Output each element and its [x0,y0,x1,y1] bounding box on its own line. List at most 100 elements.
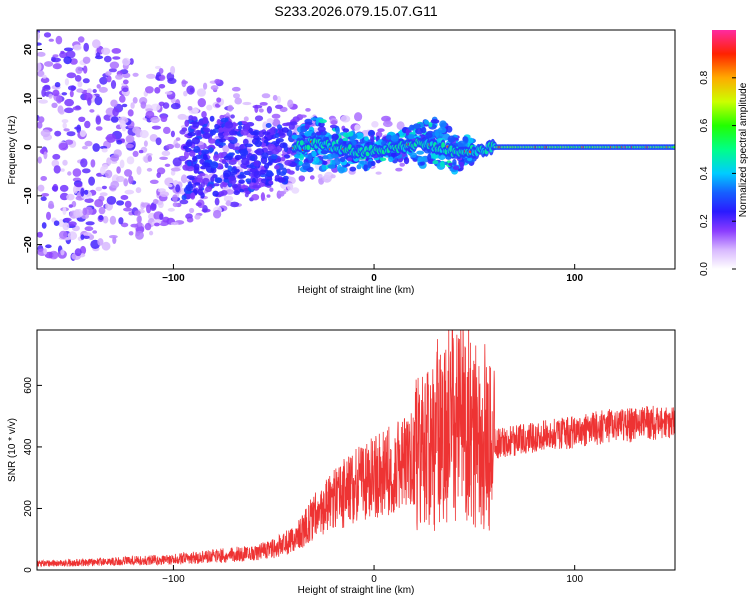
spectrogram-cell [298,160,304,166]
spectrogram-cell [252,104,263,109]
spectrogram-cell [201,162,211,167]
spectrogram-cell [238,125,243,130]
spectrogram-cell [55,95,63,104]
spectrogram-cell [347,131,354,137]
spectrogram-cell [37,62,42,71]
spectrogram-cell [172,157,182,167]
spectrogram-cell [151,125,161,130]
spectrogram-cell [218,138,226,143]
spectrogram-cell [251,177,256,184]
spectrogram-cell [166,143,175,150]
spectrogram-cell [164,91,173,95]
spectrogram-cell [147,155,152,162]
spectrogram-cell [199,172,206,177]
spectrogram-cell [164,163,171,167]
colorbar-tick-label: 0.4 [699,166,710,180]
spectrogram-cell [399,162,406,167]
spectrogram-cell [68,204,73,208]
spectrogram-cell [146,204,152,214]
spectrogram-cell [83,232,92,236]
spectrogram-cell [216,97,222,103]
spectrogram-cell [68,221,77,227]
colorbar-tick-label: 0.8 [699,70,710,84]
spectrogram-cell [92,230,98,234]
colorbar-label: Normalized spectral amplitude [738,82,749,217]
spectrogram-cell [428,121,433,128]
spectrogram-cell [231,183,238,189]
spectrogram-cell [209,115,215,122]
spectrogram-cell [116,175,125,183]
spectrogram-cell [108,68,117,73]
spectrogram-cell [74,182,83,188]
colorbar-gradient [712,30,736,269]
spectrogram-cell [80,158,88,168]
spectrogram-cell [259,102,268,106]
spectrogram-cell [88,176,95,186]
spectrogram-cell [266,194,271,198]
spectrogram-cell [182,145,188,150]
spectrogram-cell [59,230,68,239]
spectrogram-cell [82,56,91,64]
spectrogram-cell [375,171,382,175]
spectrogram-cell [44,251,55,259]
spectrogram-frame [36,29,676,270]
spectrogram-cell [127,109,134,117]
spectrogram-cell [224,162,229,169]
spectrogram-cell [72,106,82,111]
spectrogram-cell [63,47,74,52]
spectrogram-cell [59,109,65,115]
spectrogram-cell [192,155,197,162]
spectrogram-cell [390,134,399,142]
spectrogram-cell [370,160,376,167]
spectrogram-cell [67,171,72,176]
spectrogram-cell [82,78,90,84]
spectrogram-cell [452,159,457,166]
spectrogram-cell [105,71,112,76]
spectrogram-cell [277,177,287,183]
spectrogram-cell [282,167,287,175]
spectrogram-cell [271,148,280,155]
spectrogram-cell [52,251,58,259]
spectrogram-cell [38,99,48,104]
spectrogram-cell [280,156,286,162]
spectrogram-cell [229,171,238,175]
colorbar-tick-label: 0.6 [699,118,710,132]
spectrogram-cell [197,98,206,108]
spectrogram-cell [184,150,189,160]
spectrogram-cell [193,163,200,171]
snr-series-line [37,330,675,568]
spectrogram-cell [253,170,261,179]
spectrogram-cell [181,194,187,201]
spectrogram-cell [98,86,108,93]
spectrogram-cell [287,182,294,191]
colorbar-ticks: 0.0 0.2 0.4 0.6 0.8 [699,70,736,276]
spectrogram-cell [208,138,216,144]
spectrogram-cell [337,166,345,174]
spectrogram-cell [276,95,281,104]
spectrogram-cell [162,102,170,109]
spectrogram-cell [63,56,72,65]
spectrogram-cell [181,80,188,85]
spectrogram-x-tick-label: 0 [371,273,377,284]
spectrogram-cell [420,161,425,166]
spectrogram-cell [37,184,45,192]
spectrogram-cell [214,197,220,206]
spectrogram-cell [222,145,230,153]
spectrogram-cell [167,183,173,188]
spectrogram-cell [219,142,226,146]
spectrogram-cell [121,103,128,108]
spectrogram-cell [60,249,65,256]
spectrogram-cell [396,121,405,131]
spectrogram-cell [200,165,207,170]
spectrogram-cell [40,129,51,138]
spectrogram-cell [266,170,273,177]
spectrogram-cell [180,174,188,184]
spectrogram-y-tick-label: −20 [23,236,34,253]
spectrogram-cell [52,89,60,97]
spectrogram-cell [197,188,203,196]
spectrogram-cell [202,116,209,125]
spectrogram-cell [77,36,85,43]
spectrogram-cell [266,106,272,114]
spectrogram-cell [83,65,88,74]
spectrogram-cell [181,127,188,132]
